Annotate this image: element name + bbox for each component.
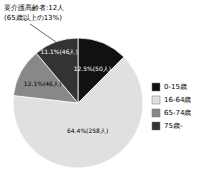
legend-item: 65-74歳 [152,109,191,117]
data-label: 64.4%(258人) [67,127,108,134]
data-label: 11.1%(46人) [40,48,77,55]
legend-label: 65-74歳 [164,109,191,117]
annotation-line: (65歳以上の13%) [4,14,62,22]
legend-label: 16-64歳 [164,96,191,104]
legend-swatch [152,83,160,91]
legend-swatch [152,122,160,130]
legend-item: 0-15歳 [152,83,187,91]
legend-swatch [152,109,160,117]
pie [13,38,143,168]
legend-item: 16-64歳 [152,96,191,104]
legend: 0-15歳 16-64歳 65-74歳 75歳- [152,83,191,130]
legend-label: 75歳- [164,122,183,130]
annotation-leader [30,24,56,42]
pie-slice [36,38,78,103]
data-label: 12.5%(50人) [74,65,111,72]
legend-item: 75歳- [152,122,183,130]
annotation-line: 要介護高齢者:12人 [4,4,64,12]
chart-container: 12.5%(50人) 64.4%(258人) 12.1%(46人) 11.1%(46人… [0,0,220,175]
annotation: 要介護高齢者:12人 (65歳以上の13%) [4,4,64,22]
legend-label: 0-15歳 [164,83,187,91]
data-labels: 12.5%(50人) 64.4%(258人) 12.1%(46人) 11.1%(46人… [24,48,111,135]
data-label: 12.1%(46人) [24,80,61,87]
chart: 12.5%(50人) 64.4%(258人) 12.1%(46人) 11.1%(46人… [0,0,220,175]
legend-swatch [152,96,160,104]
